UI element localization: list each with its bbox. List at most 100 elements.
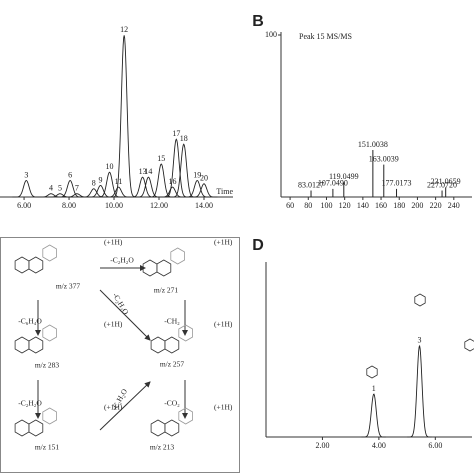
structure-ring [28,419,44,437]
peak-label: 151.0038 [358,140,388,149]
peak-label: 119.0499 [329,172,359,181]
structure-ring [150,419,166,437]
x-tick-label: 8.00 [62,201,76,210]
structure-ring [142,259,158,277]
peak-label: 6 [68,170,72,179]
x-tick-label: 180 [393,201,405,210]
structure-ring [170,247,185,265]
peak [56,179,84,198]
adduct-label: (+1H) [104,238,123,247]
peak [95,171,124,198]
peak-label: 12 [120,25,128,34]
adduct-label: (+1H) [104,403,123,412]
ion-label: m/z 283 [35,361,60,370]
x-tick-label: 6.00 [17,201,31,210]
peak [190,183,218,198]
loss-label: -CH₂ [164,317,180,326]
structure-ring [164,419,180,437]
x-tick-label: 140 [357,201,369,210]
peak-label: 7 [75,184,79,193]
loss-label: -C₂H₂O [18,399,42,408]
peak-label: 5 [58,184,62,193]
peak-label: 19 [193,170,201,179]
structure-ring [156,259,172,277]
x-tick-label: 80 [304,201,312,210]
structure-ring [42,244,57,262]
structure-ring [42,324,57,342]
panel-label: B [252,13,264,30]
ion-label: m/z 377 [56,282,81,291]
adduct-label: (+1H) [104,320,123,329]
peak-label: 83.0127 [298,180,324,189]
peak [79,188,108,198]
peak-label: 18 [180,134,188,143]
y-tick-label: 100 [265,30,277,39]
peak-label: 13 [139,167,147,176]
peak [104,186,133,198]
x-axis-label: Time [216,187,233,196]
structure-ring [164,336,180,354]
peak [407,344,432,438]
panel-label: D [252,237,264,254]
structure-ring [14,256,30,274]
peak [86,184,115,198]
peak-label: 3 [418,336,422,345]
peak-label: 4 [49,184,53,193]
scheme-frame [0,237,240,473]
peak-label: 3 [24,170,28,179]
x-tick-label: 6.00 [428,441,442,450]
chart-title: Peak 15 MS/MS [299,32,352,41]
structure-ring [414,293,426,307]
arrow [99,289,151,341]
peak-label: 20 [200,174,208,183]
x-tick-label: 120 [339,201,351,210]
loss-label: -CO₂ [164,399,180,408]
ion-label: m/z 151 [35,443,60,452]
structure-ring [178,324,193,342]
peak [12,179,40,198]
ion-label: m/z 213 [150,443,175,452]
peak-label: 1 [372,384,376,393]
peak-label: 107.0490 [318,179,348,188]
peak [134,176,162,198]
peak [361,393,386,438]
peak-label: 8 [92,179,96,188]
peak-label: 177.0173 [382,179,412,188]
peak-label: 231.0659 [431,177,461,186]
x-tick-label: 4.00 [372,441,386,450]
adduct-label: (+1H) [214,403,233,412]
arrow [99,381,151,431]
peak [162,138,190,198]
x-tick-label: 60 [286,201,294,210]
loss-label: -C₂H₂O [110,256,134,265]
loss-label: -C₆H₄O [18,317,42,326]
structure-ring [150,336,166,354]
x-tick-label: 200 [411,201,423,210]
x-tick-label: 160 [375,201,387,210]
peak-label: 15 [157,154,165,163]
structure-ring [14,336,30,354]
peak [183,179,211,198]
x-tick-label: 14.00 [195,201,213,210]
x-tick-label: 2.00 [315,441,329,450]
x-tick-label: 220 [430,201,442,210]
peak-label: 10 [106,162,114,171]
structure-ring [464,338,474,352]
ion-label: m/z 257 [160,360,185,369]
peak-label: 163.0039 [369,154,399,163]
structure-ring [28,256,44,274]
adduct-label: (+1H) [214,238,233,247]
structure-ring [14,419,30,437]
peak-label: 16 [169,177,177,186]
structure-ring [28,336,44,354]
peak-label: 9 [99,175,103,184]
peak-label: 227.0720 [427,180,457,189]
x-tick-label: 10.00 [105,201,123,210]
structure-ring [366,365,378,379]
x-tick-label: 12.00 [150,201,168,210]
peak [110,35,138,198]
ion-label: m/z 271 [154,286,179,295]
peak-label: 17 [172,129,180,138]
x-tick-label: 100 [320,201,332,210]
